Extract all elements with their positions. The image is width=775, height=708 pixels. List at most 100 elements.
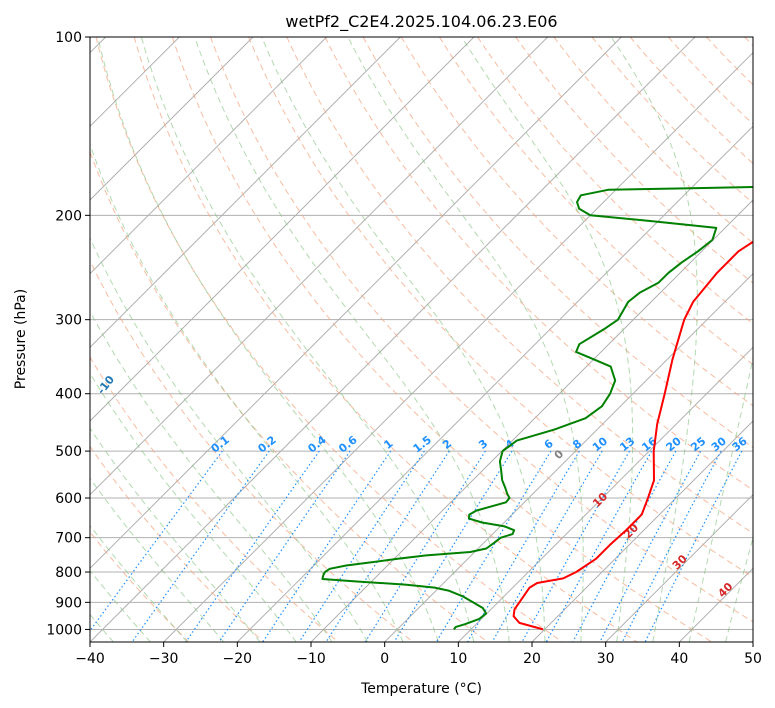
mixing-ratio-line — [131, 450, 270, 642]
isotherm-line — [90, 37, 328, 275]
dry-adiabat-line — [90, 259, 414, 642]
y-tick-label: 700 — [55, 531, 82, 547]
dry-adiabat-line — [133, 37, 638, 642]
moist-adiabat-label: 0 — [552, 447, 567, 462]
mixing-ratio-line — [466, 450, 580, 642]
mixing-ratio-line — [325, 450, 450, 642]
y-tick-label: 900 — [55, 595, 82, 611]
x-tick-label: −30 — [149, 651, 179, 667]
moist-adiabat-line — [688, 355, 753, 642]
mixing-ratio-line — [545, 450, 653, 642]
isotherm-line — [90, 37, 549, 496]
y-tick-label: 1000 — [46, 622, 82, 638]
moist-adiabat-line — [90, 477, 225, 642]
y-tick-label: 500 — [55, 444, 82, 460]
dry-adiabat-line — [90, 356, 339, 642]
moist-adiabat-line — [90, 372, 297, 642]
isotherm-line — [236, 125, 753, 642]
moist-adiabat-line — [610, 37, 698, 642]
x-tick-label: 10 — [449, 651, 467, 667]
isotherm-line — [531, 420, 753, 642]
dewpoint-line — [321, 185, 753, 631]
isotherm-line — [90, 37, 622, 570]
mixing-ratio-label: 0.6 — [336, 433, 360, 455]
mixing-ratio-line — [364, 450, 486, 642]
moist-adiabat-line — [90, 142, 404, 642]
isotherm-line — [90, 37, 401, 349]
y-tick-label: 400 — [55, 387, 82, 403]
mixing-ratio-line — [262, 450, 392, 642]
y-tick-label: 100 — [55, 30, 82, 46]
mixing-ratio-line — [599, 450, 702, 642]
dry-adiabat-line — [210, 37, 753, 623]
mixing-ratio-line — [491, 450, 603, 642]
y-tick-label: 300 — [55, 313, 82, 329]
mixing-ratio-label: 0.4 — [305, 433, 329, 455]
mixing-ratio-line — [185, 450, 320, 642]
x-tick-label: 20 — [523, 651, 541, 667]
dry-adiabat-line — [324, 37, 753, 491]
x-tick-label: 0 — [380, 651, 389, 667]
moist-adiabat-line — [140, 37, 475, 642]
moist-adiabat-label: 30 — [670, 552, 690, 572]
dry-adiabat-line — [438, 37, 753, 366]
dry-adiabat-line — [706, 37, 753, 86]
mixing-ratio-line — [621, 450, 722, 642]
mixing-ratio-label: 2 — [440, 437, 454, 452]
mixing-ratio-label: 0.1 — [209, 433, 232, 455]
mixing-ratio-line — [218, 450, 351, 642]
isotherm-line — [678, 567, 753, 642]
x-tick-label: 30 — [597, 651, 615, 667]
dry-adiabat-line — [95, 37, 563, 642]
y-tick-label: 600 — [55, 491, 82, 507]
dry-adiabat-line — [668, 37, 753, 125]
dry-adiabat-line — [400, 37, 753, 407]
moist-adiabat-line — [194, 37, 510, 642]
dry-adiabats — [90, 37, 753, 642]
y-tick-label: 800 — [55, 565, 82, 581]
dry-adiabat-line — [286, 37, 753, 534]
chart-title: wetPf2_C2E4.2025.104.06.23.E06 — [285, 12, 557, 32]
x-axis-label: Temperature (°C) — [360, 681, 482, 697]
x-tick-label: −20 — [223, 651, 253, 667]
mixing-ratio-lines — [90, 450, 743, 642]
moist-adiabat-line — [261, 37, 546, 642]
y-tick-label: 200 — [55, 208, 82, 224]
moist-adiabat-line — [90, 524, 188, 642]
isotherm-line — [605, 493, 753, 642]
dry-adiabat-line — [553, 37, 753, 244]
x-tick-label: 40 — [670, 651, 688, 667]
isotherm-grid — [90, 37, 753, 642]
x-tick-label: −10 — [296, 651, 326, 667]
mixing-ratio-line — [393, 450, 513, 642]
moist-adiabat-line — [97, 37, 439, 642]
moist-adiabat-line — [725, 536, 753, 642]
isotherm-line — [90, 37, 696, 642]
mixing-ratio-line — [298, 450, 425, 642]
x-tick-label: −40 — [75, 651, 105, 667]
mixing-ratio-label: 3 — [476, 437, 490, 452]
y-axis: 1000 900 800 700 600 500 400 300 200 100 — [46, 30, 90, 638]
isotherm-line — [90, 37, 475, 422]
dry-adiabat-line — [90, 445, 264, 642]
x-tick-label: 50 — [744, 651, 762, 667]
moist-adiabat-line — [90, 427, 261, 642]
plot-frame — [89, 36, 754, 643]
moist-adiabats — [90, 37, 753, 642]
dry-adiabat-line — [591, 37, 753, 204]
moist-adiabat-line — [90, 569, 151, 642]
moist-adiabat-line — [90, 310, 333, 642]
isobar-grid — [90, 37, 753, 630]
sounding-series — [321, 185, 753, 631]
isotherm-line — [752, 641, 753, 642]
moist-adiabat-line — [461, 37, 634, 642]
y-axis-label: Pressure (hPa) — [13, 289, 29, 389]
isotherm-line — [90, 37, 254, 201]
mixing-ratio-line — [572, 450, 677, 642]
mixing-ratio-line — [521, 450, 631, 642]
mixing-ratio-label: 1.5 — [411, 433, 434, 455]
dry-adiabat-line — [248, 37, 753, 578]
isotherm-line — [384, 272, 753, 642]
dry-adiabat-line — [171, 37, 712, 642]
